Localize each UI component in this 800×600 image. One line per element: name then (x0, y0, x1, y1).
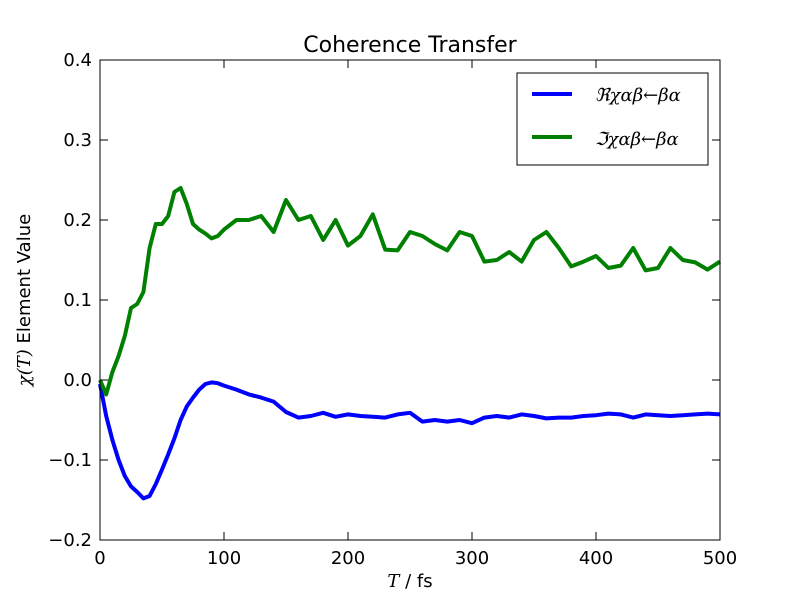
y-axis-label: χ(T) Element Value (14, 214, 35, 388)
plot-frame (99, 59, 721, 541)
legend-box (516, 72, 709, 166)
x-tick-label: 400 (579, 548, 613, 569)
y-tick-label: 0.2 (63, 210, 92, 231)
x-tick-label: 300 (455, 548, 489, 569)
x-tick-label: 0 (94, 548, 105, 569)
ticks-layer: 0 100 200 300 400 500 −0.2 −0.1 0.0 0.1 0.2 0.3 0.4 (48, 50, 737, 569)
y-axis-label-math: χ(T) (14, 349, 35, 388)
legend: ℜχαβ←βα ℑχαβ←βα (516, 72, 709, 166)
x-tick-label: 200 (331, 548, 365, 569)
x-axis-label: T / fs (387, 571, 432, 592)
y-tick-label: 0.3 (63, 130, 92, 151)
x-axis-label-text: / fs (399, 571, 432, 592)
x-tick-label: 500 (703, 548, 737, 569)
x-tick-label: 100 (207, 548, 241, 569)
y-tick-label: −0.1 (48, 450, 92, 471)
series-layer (98, 186, 722, 501)
series-line-imag (98, 186, 722, 397)
y-tick-label: 0.4 (63, 50, 92, 71)
legend-label-imag: ℑχαβ←βα (595, 129, 679, 150)
series-line-real (98, 380, 721, 501)
chart-title: Coherence Transfer (303, 33, 517, 58)
y-tick-label: 0.1 (63, 290, 92, 311)
y-tick-label: 0.0 (63, 370, 92, 391)
y-tick-label: −0.2 (48, 530, 92, 551)
legend-label-real: ℜχαβ←βα (595, 85, 681, 106)
y-axis-label-text: Element Value (14, 214, 35, 349)
x-axis-label-math: T (387, 571, 401, 592)
